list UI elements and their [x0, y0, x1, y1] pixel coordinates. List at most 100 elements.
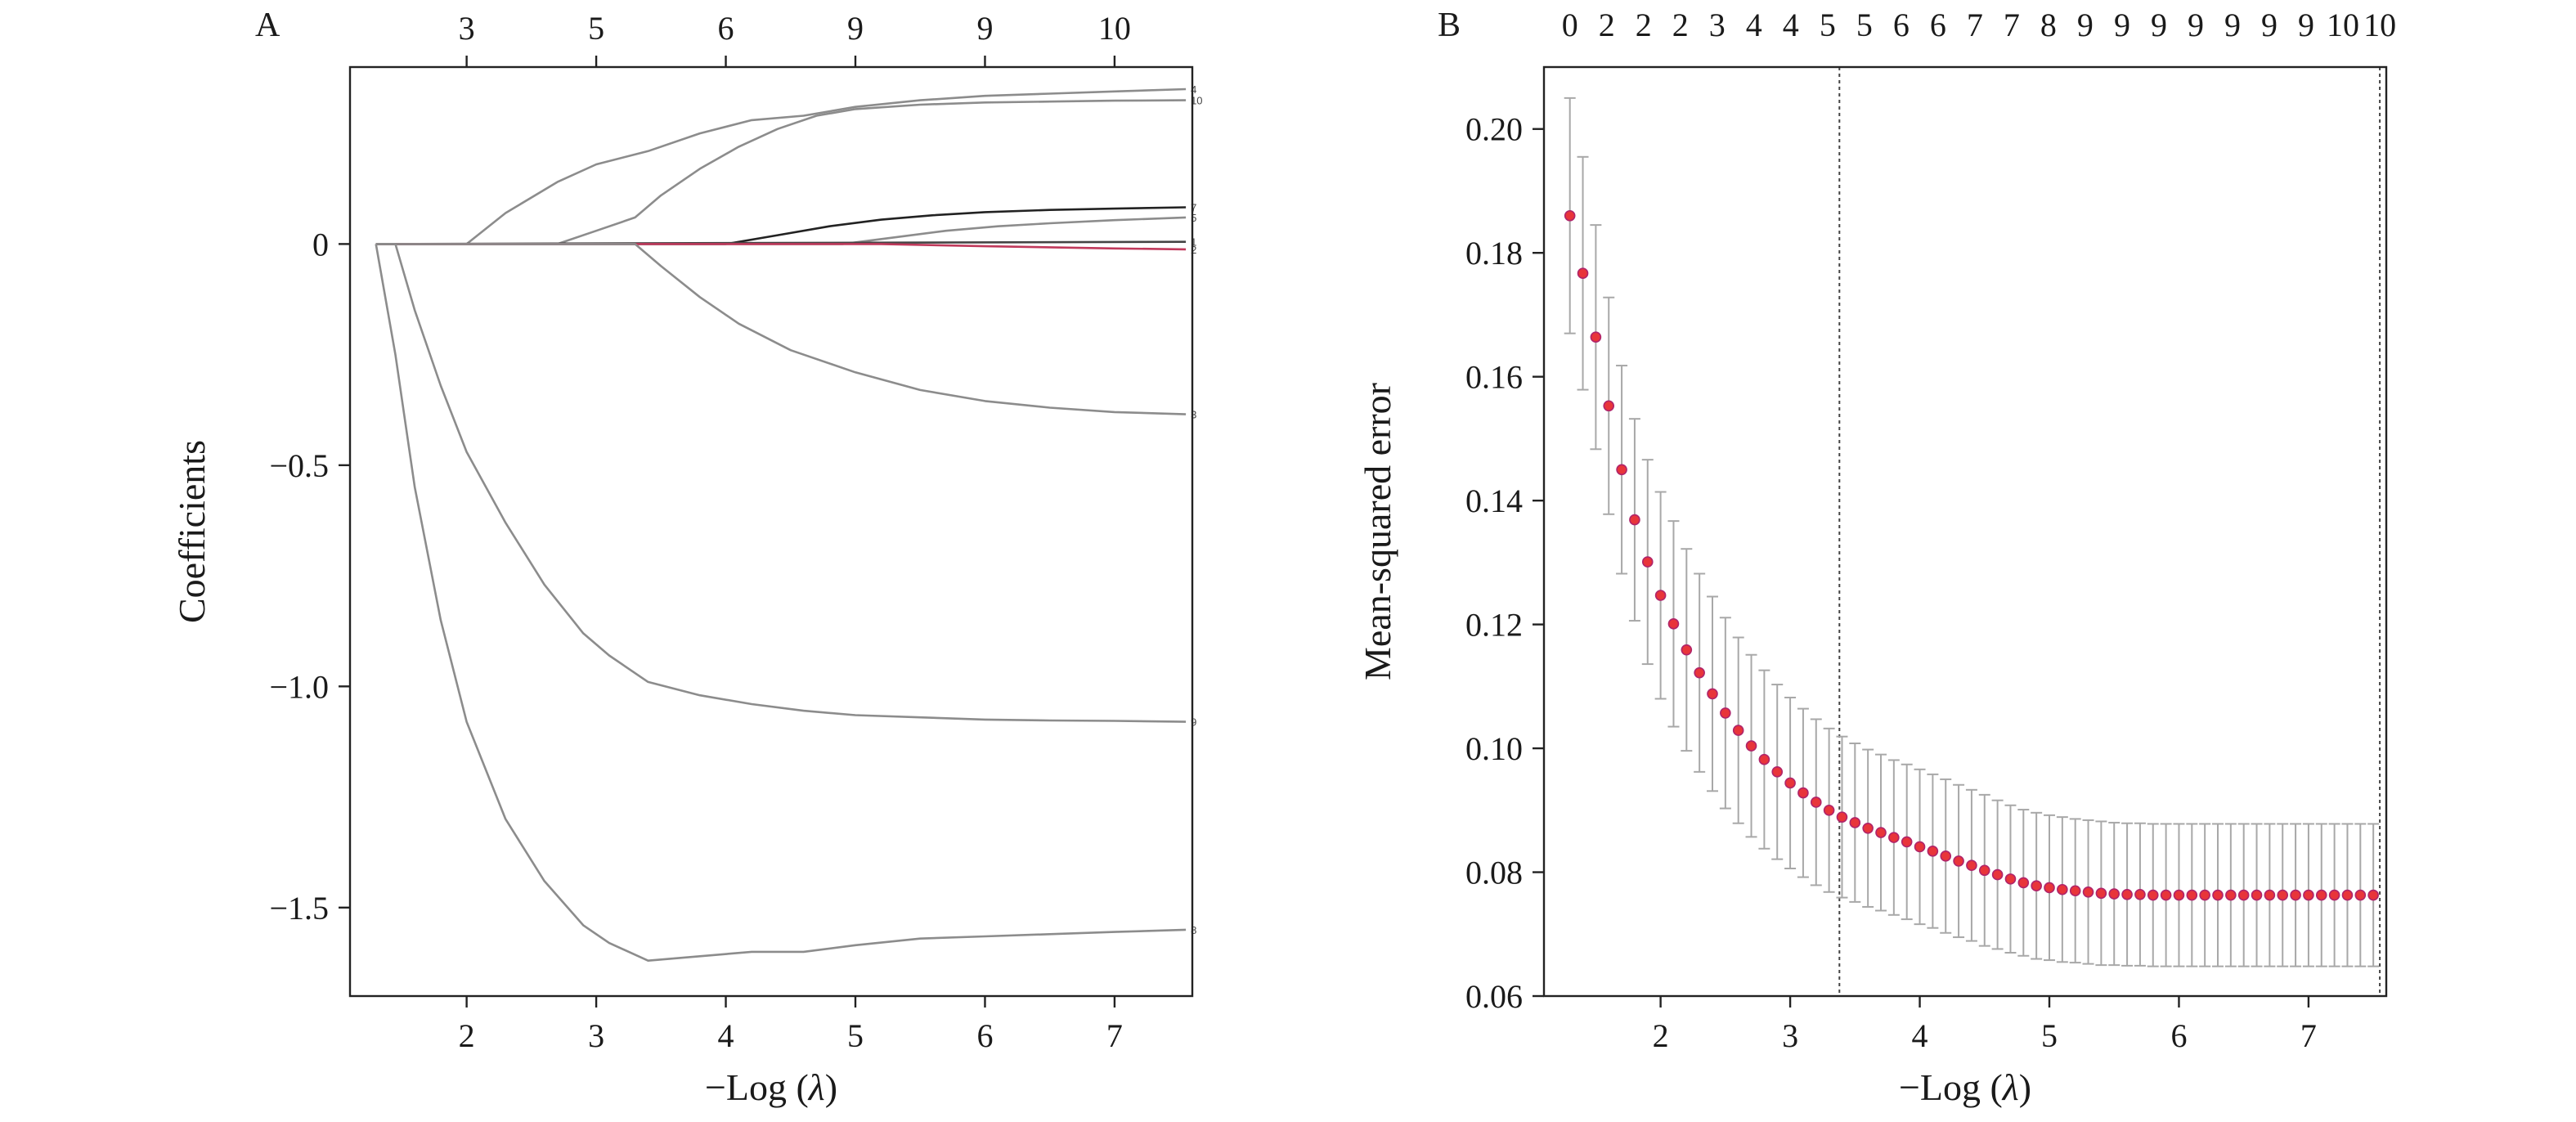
path-end-label: 4 — [1191, 83, 1196, 96]
mse-point — [2057, 883, 2068, 895]
mse-point — [2069, 885, 2081, 897]
mse-point — [1888, 832, 1900, 843]
panel-a-top-count-label: 3 — [459, 10, 475, 47]
panel-b-y-tick-label: 0.08 — [1465, 855, 1523, 891]
panel-a-plot-frame — [348, 65, 1194, 998]
panel-b-y-tick-label: 0.14 — [1465, 482, 1523, 519]
panel-b-error-bars — [1564, 96, 2380, 967]
mse-point — [1901, 836, 1913, 848]
path-end-label: 2 — [1191, 244, 1196, 256]
mse-point — [1641, 556, 1654, 568]
path-end-label: 3 — [1191, 409, 1196, 421]
panel-b-y-tick-label: 0.16 — [1465, 359, 1523, 396]
panel-b-x-tick-label: 3 — [1782, 1017, 1798, 1054]
mse-point — [2251, 889, 2263, 901]
mse-point — [2044, 882, 2055, 894]
mse-point — [2031, 880, 2042, 891]
mse-point — [1603, 400, 1615, 412]
mse-point — [2303, 889, 2314, 901]
panel-a-x-tick-label: 4 — [718, 1017, 734, 1054]
mse-point — [2108, 888, 2120, 900]
panel-b-ticks: 2 3 4 5 6 70.060.080.100.120.140.160.180.200 2… — [1465, 7, 2396, 1054]
mse-point — [2186, 889, 2198, 901]
panel-a-top-count-label: 5 — [588, 10, 604, 47]
panel-a-path-end-labels: 410 75 12 3 9 8 — [1191, 83, 1202, 936]
mse-point — [1745, 740, 1757, 752]
mse-point — [1732, 725, 1744, 736]
mse-point — [1771, 766, 1784, 778]
mse-point — [2315, 889, 2327, 901]
panel-b-top-count-label: 9 — [2151, 7, 2167, 43]
mse-point — [1590, 331, 1602, 343]
panel-b-x-tick-label: 2 — [1653, 1017, 1669, 1054]
mse-point — [1810, 797, 1822, 808]
mse-point — [2237, 889, 2250, 901]
panel-b-top-count-label: 9 — [2077, 7, 2094, 43]
mse-point — [1629, 514, 1640, 526]
mse-point — [1707, 688, 1718, 700]
panel-b-y-tick-label: 0.12 — [1465, 607, 1523, 644]
path-end-label: 10 — [1191, 95, 1202, 107]
mse-point — [1875, 827, 1887, 838]
mse-point — [1862, 822, 1874, 834]
mse-point — [1654, 590, 1667, 601]
panel-b-top-count-label: 9 — [2261, 7, 2278, 43]
mse-point — [1849, 817, 1861, 828]
panel-b-top-count-label: 2 — [1672, 7, 1689, 43]
mse-point — [1681, 644, 1693, 656]
mse-point — [2017, 877, 2030, 889]
panel-b-top-count-label: 6 — [1893, 7, 1910, 43]
panel-b-top-count-label: 4 — [1746, 7, 1762, 43]
panel-b-lambda-vlines — [1838, 67, 2381, 996]
mse-point — [2277, 889, 2289, 901]
mse-point — [2082, 886, 2094, 898]
coefficient-path-4 — [375, 88, 1187, 245]
mse-point — [2147, 889, 2159, 901]
mse-point — [2264, 889, 2276, 901]
panel-a-label: A — [255, 7, 280, 44]
panel-a-y-tick-label: 0 — [312, 226, 329, 263]
mse-point — [2121, 888, 2133, 900]
coefficient-path-5 — [375, 216, 1187, 245]
panel-b-top-count-label: 9 — [2224, 7, 2241, 43]
mse-point — [2004, 873, 2017, 885]
mse-point — [1797, 787, 1809, 799]
panel-b-top-count-label: 10 — [2363, 7, 2396, 43]
mse-point — [1823, 804, 1835, 816]
panel-b-top-count-label: 8 — [2040, 7, 2057, 43]
panel-b-y-axis-label: Mean-squared error — [1357, 383, 1398, 680]
mse-point — [1953, 855, 1964, 867]
panel-a-y-tick-label: −1.5 — [269, 890, 329, 927]
mse-point — [1667, 618, 1680, 630]
panel-a-x-tick-label: 2 — [459, 1017, 475, 1054]
mse-point — [1966, 859, 1977, 872]
panel-b-x-tick-label: 4 — [1912, 1017, 1928, 1054]
panel-a-ticks: 2 3 4 5 6 7 0 −0.5 −1.0 −1.5 3 5 6 9 9 10 — [269, 10, 1130, 1054]
mse-point — [1784, 777, 1796, 789]
mse-point — [1978, 864, 1990, 877]
mse-point — [2173, 889, 2185, 901]
panel-a-x-tick-label: 7 — [1106, 1017, 1123, 1054]
mse-point — [1694, 666, 1705, 679]
mse-point — [1927, 845, 1939, 857]
panel-a-coefficient-paths: A 2 3 4 5 6 70−0.5−1.0−1.53 5 6 9 9 10 4107512398 … — [171, 7, 1203, 1108]
coefficient-path-3 — [375, 243, 1187, 415]
mse-point — [1836, 811, 1848, 823]
panel-b-top-count-label: 7 — [1967, 7, 1983, 43]
coefficient-path-10 — [375, 99, 1187, 245]
mse-point — [1616, 464, 1627, 476]
coefficient-path-8 — [375, 244, 1187, 962]
panel-b-x-tick-label: 6 — [2170, 1017, 2187, 1054]
panel-b-top-count-label: 5 — [1856, 7, 1873, 43]
coefficient-path-7 — [375, 206, 1187, 245]
panel-b-y-tick-label: 0.10 — [1465, 730, 1523, 767]
panel-b-plot-frame — [1542, 65, 2388, 998]
mse-point — [2367, 889, 2379, 901]
panel-b-x-tick-label: 5 — [2041, 1017, 2058, 1054]
mse-point — [2134, 888, 2146, 900]
path-end-label: 1 — [1191, 236, 1196, 249]
panel-b-top-count-label: 6 — [1930, 7, 1946, 43]
coefficient-path-9 — [375, 243, 1187, 723]
mse-point — [1720, 707, 1731, 719]
panel-b-cross-validation: B 2 3 4 5 6 70.060.080.100.120.140.160.180.20… — [1357, 7, 2396, 1108]
